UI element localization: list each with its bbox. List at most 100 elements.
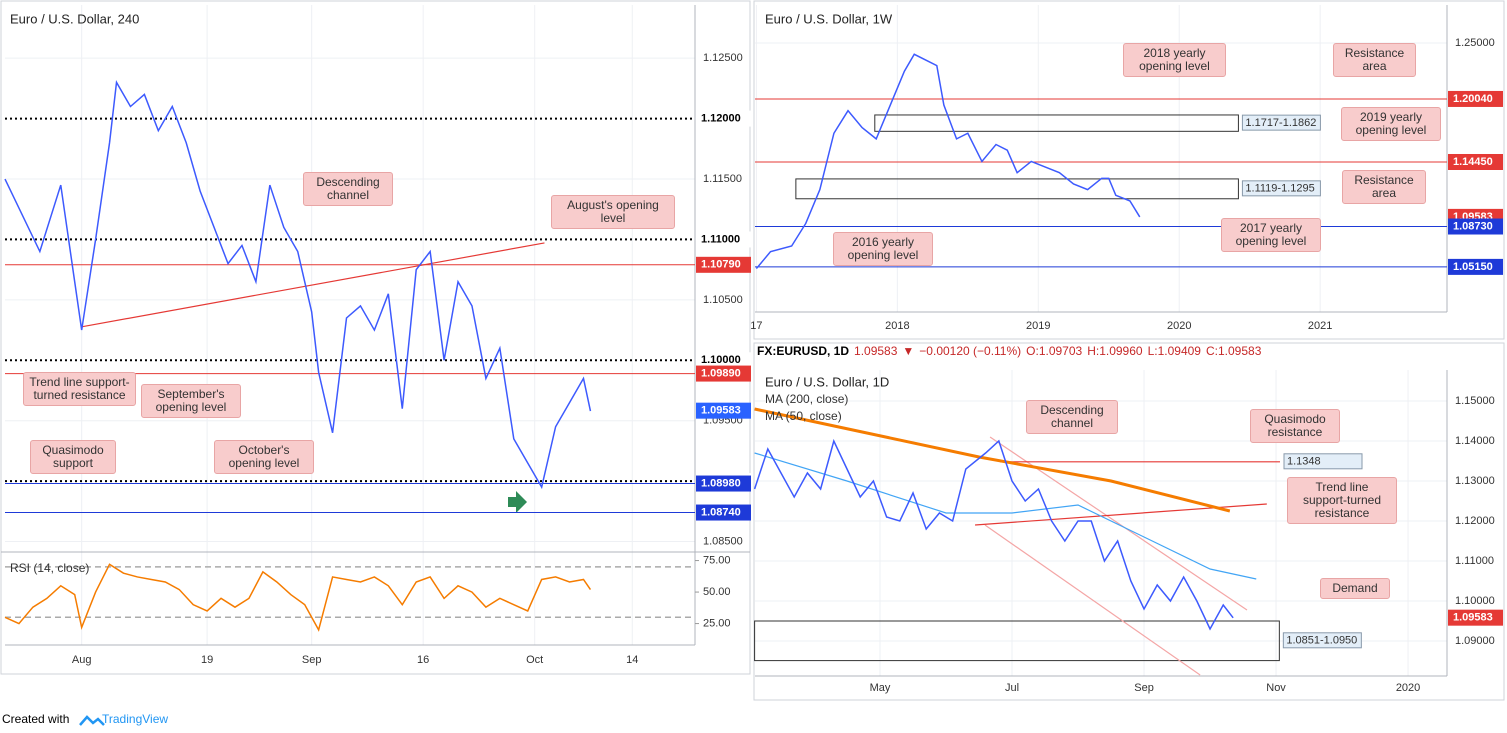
annotation: September's opening level — [141, 384, 241, 418]
x-tick-label: 2018 — [885, 320, 909, 332]
annotation: 2018 yearly opening level — [1123, 43, 1226, 77]
footer-brand: TradingView — [102, 712, 168, 726]
drawn-line — [81, 242, 545, 328]
price-tag-label: 1.10000 — [701, 354, 741, 366]
y-tick-label: 1.13000 — [1455, 475, 1495, 487]
zone-label-box — [1282, 632, 1362, 649]
price-tag — [696, 475, 751, 492]
signal-arrow — [508, 491, 527, 513]
x-tick-label: May — [870, 682, 891, 694]
panel-frame — [753, 0, 1505, 340]
annotation: Resistance area — [1333, 43, 1416, 77]
annotation: Trend line support-turned resistance — [23, 372, 136, 406]
annotation: Descending channel — [1026, 400, 1118, 434]
y-tick-label: 1.10500 — [703, 294, 743, 306]
annotation: Resistance area — [1342, 170, 1426, 204]
price-tag-label: 1.09583 — [701, 405, 741, 417]
y-tick-label: 1.11000 — [1455, 555, 1494, 567]
header-item: C:1.09583 — [1206, 344, 1262, 358]
zone-label: 1.1119-1.1295 — [1245, 183, 1314, 195]
drawn-line — [975, 503, 1267, 526]
annotation: Descending channel — [303, 172, 393, 206]
price-tag — [1448, 258, 1503, 275]
price-line — [755, 53, 1141, 270]
x-tick-label: Sep — [1134, 682, 1154, 694]
header-item: O:1.09703 — [1026, 344, 1082, 358]
annotation: August's opening level — [551, 195, 675, 229]
y-tick-label: 25.00 — [703, 617, 731, 629]
y-tick-label: 1.11500 — [703, 173, 742, 185]
price-tag — [696, 352, 751, 369]
y-tick-label: 1.10000 — [1455, 595, 1495, 607]
header-item: L:1.09409 — [1148, 344, 1202, 358]
y-tick-label: 75.00 — [703, 554, 731, 566]
zone-label: 1.1717-1.1862 — [1245, 117, 1316, 129]
price-tag — [1448, 90, 1503, 107]
price-tag — [696, 504, 751, 521]
x-tick-label: 2020 — [1396, 682, 1420, 694]
x-tick-label: 2021 — [1308, 320, 1332, 332]
price-tag-label: 1.05150 — [1453, 261, 1493, 273]
price-tag-label: 1.08740 — [701, 506, 741, 518]
header-item: ▼ — [902, 344, 914, 358]
price-tag-label: 1.09890 — [701, 367, 741, 379]
x-tick-label: 2020 — [1167, 320, 1191, 332]
price-tag-label: 1.11000 — [701, 233, 740, 245]
drawn-line — [989, 436, 1248, 611]
annotation: 2016 yearly opening level — [833, 232, 933, 266]
x-tick-label: 14 — [626, 654, 638, 666]
annotation: 2017 yearly opening level — [1221, 218, 1321, 252]
zone — [795, 178, 1239, 200]
price-tag-label: 1.08980 — [701, 477, 741, 489]
x-tick-label: Nov — [1266, 682, 1286, 694]
drawn-line — [984, 524, 1201, 676]
header-item: H:1.09960 — [1087, 344, 1143, 358]
annotation: Trend line support-turned resistance — [1287, 477, 1397, 524]
zone-label-box — [1241, 114, 1321, 131]
x-tick-label: 16 — [417, 654, 429, 666]
x-tick-label: 2019 — [1026, 320, 1050, 332]
price-tag — [696, 110, 751, 127]
y-tick-label: 50.00 — [703, 586, 731, 598]
price-tag-label: 1.14450 — [1453, 156, 1493, 168]
zone — [874, 114, 1239, 132]
price-tag-label: 1.09583 — [1453, 612, 1493, 624]
moving-average — [754, 452, 1257, 580]
rsi-title: RSI (14, close) — [10, 561, 89, 575]
header-item: FX:EURUSD, 1D — [757, 344, 849, 358]
zone-label-box — [1241, 180, 1321, 197]
rsi-line — [4, 563, 592, 632]
moving-average — [754, 407, 1231, 513]
x-tick-label: Aug — [72, 654, 92, 666]
zone-label: 1.0851-1.0950 — [1286, 635, 1357, 647]
y-tick-label: 1.12500 — [703, 52, 743, 64]
annotation: Quasimodo support — [30, 440, 116, 474]
price-tag — [1448, 153, 1503, 170]
chart-title: Euro / U.S. Dollar, 240 — [10, 11, 139, 26]
ma-legend: MA (50, close) — [765, 409, 842, 423]
chart-title: Euro / U.S. Dollar, 1W — [765, 11, 893, 26]
price-tag-label: 1.20040 — [1453, 93, 1493, 105]
y-tick-label: 1.14000 — [1455, 435, 1495, 447]
y-tick-label: 1.12000 — [1455, 515, 1495, 527]
y-tick-label: 1.15000 — [1455, 395, 1495, 407]
price-tag — [696, 256, 751, 273]
price-tag-label: 1.12000 — [701, 112, 741, 124]
zone-label-box — [1283, 453, 1363, 470]
annotation: Quasimodo resistance — [1250, 409, 1340, 443]
y-tick-label: 1.08500 — [703, 535, 743, 547]
x-tick-label: 17 — [750, 320, 762, 332]
brand-logo — [79, 715, 105, 726]
price-tag — [1448, 218, 1503, 235]
price-tag — [696, 365, 751, 382]
x-tick-label: Jul — [1005, 682, 1019, 694]
panel-frame — [0, 0, 751, 675]
price-tag-label: 1.10790 — [701, 259, 741, 271]
price-line — [4, 79, 592, 490]
annotation: October's opening level — [214, 440, 314, 474]
annotation: Demand — [1320, 578, 1390, 599]
price-tag — [696, 231, 751, 248]
footer-prefix: Created with — [2, 712, 69, 726]
